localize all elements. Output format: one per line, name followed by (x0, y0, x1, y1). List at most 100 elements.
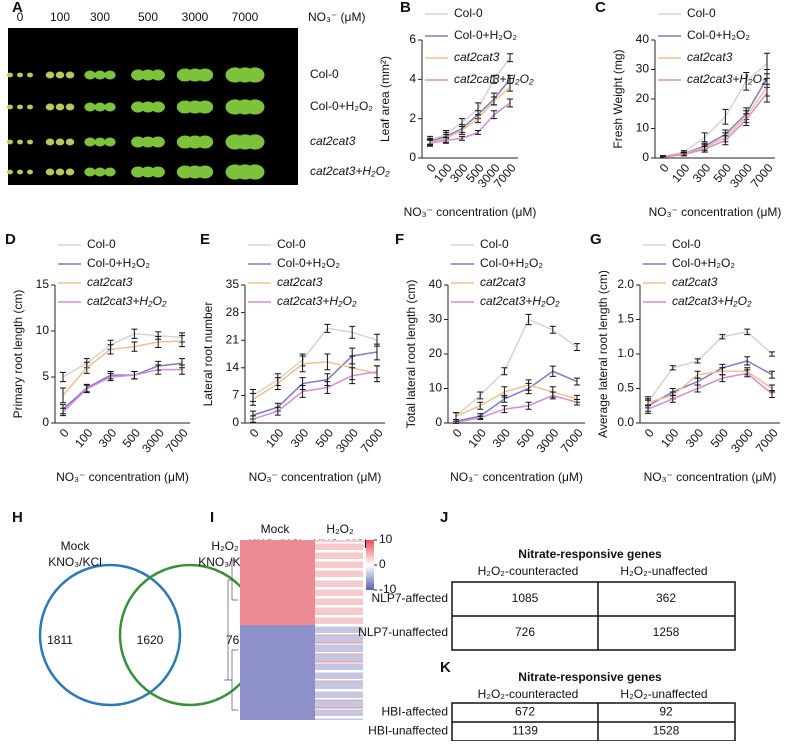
y-tick-label: 7 (232, 388, 239, 402)
heatmap-stripe (315, 569, 363, 571)
seedling (104, 102, 116, 112)
error-bar (722, 135, 729, 146)
seedling (84, 137, 96, 147)
error-bar (764, 83, 770, 103)
x-axis-label: NO₃⁻ concentration (μM) (649, 205, 782, 219)
error-bar (324, 353, 331, 371)
error-bar (645, 404, 651, 414)
error-bar (60, 407, 66, 417)
y-tick-label: 30 (636, 62, 650, 76)
y-axis-label: Fresh Weight (mg) (611, 49, 625, 148)
error-bar (660, 155, 666, 159)
heatmap-stripe (315, 679, 363, 681)
venn-set-label: KNO₃/KCl (198, 555, 252, 569)
heatmap-stripe (315, 588, 363, 590)
venn-circle-left (38, 563, 182, 707)
seedling (131, 136, 145, 148)
y-tick-label: 21 (226, 332, 240, 346)
error-bar (507, 82, 513, 92)
error-bar (443, 136, 449, 144)
seedling (131, 69, 145, 81)
error-bar (501, 386, 508, 398)
error-bar (83, 384, 90, 394)
seedling (65, 71, 75, 79)
seedling (141, 166, 155, 178)
y-tick-label: 20 (429, 346, 443, 360)
seedling (7, 104, 13, 110)
error-bar (507, 98, 513, 108)
heatmap-stripe (315, 579, 363, 581)
y-tick-label: 30 (429, 312, 443, 326)
line-series (252, 371, 378, 420)
x-tick-label: 100 (658, 426, 682, 451)
heatmap-stripe (315, 568, 363, 570)
heatmap-stripe (315, 652, 363, 654)
heatmap-stripe (315, 551, 363, 553)
error-bar (155, 364, 162, 375)
heatmap-stripe (315, 596, 363, 598)
seedling (104, 167, 116, 177)
seedling (245, 99, 265, 115)
x-tick-label: 7000 (558, 426, 586, 456)
error-bar (701, 132, 708, 143)
y-axis-label: Total lateral root length (cm) (404, 280, 418, 429)
seedling (17, 104, 23, 110)
table-header: H₂O₂-counteracted (478, 687, 579, 701)
seedling (17, 169, 23, 175)
line-series (455, 384, 578, 417)
heatmap-stripe (315, 670, 363, 672)
error-bar (501, 367, 508, 376)
seedling (55, 103, 65, 111)
seedling (104, 70, 116, 80)
x-axis-label: NO₃⁻ concentration (μM) (404, 205, 537, 219)
error-bar (769, 351, 775, 357)
line-series (662, 86, 768, 158)
error-bar (459, 135, 465, 141)
photo-column-label: 3000 (182, 10, 209, 24)
x-tick-label: 3000 (534, 426, 562, 456)
heatmap-stripe (315, 699, 363, 701)
error-bar (491, 96, 497, 106)
line-series (429, 102, 511, 144)
error-bar (131, 370, 138, 380)
table-header: H₂O₂-unaffected (620, 687, 707, 701)
y-tick-label: 28 (226, 305, 240, 319)
heatmap-stripe (315, 707, 363, 709)
x-axis-label: NO₃⁻ concentration (μM) (450, 470, 583, 484)
panel-label: K (440, 659, 451, 676)
seedling (151, 136, 165, 148)
heatmap-stripe (315, 578, 363, 580)
error-bar (507, 53, 513, 63)
error-bar (349, 367, 356, 385)
error-bar (701, 145, 708, 153)
seedling (84, 70, 96, 80)
seedling (65, 138, 75, 146)
error-bar (491, 110, 497, 120)
seedling (196, 68, 214, 82)
error-bar (525, 401, 532, 410)
legend-label: Col-0+H₂O₂ (480, 256, 543, 270)
legend-label: Col-0 (480, 237, 509, 251)
heatmap-stripe (315, 597, 363, 599)
seedling (141, 136, 155, 148)
error-bar (274, 406, 281, 416)
photo-row-label: cat2cat3+H₂O₂ (310, 164, 390, 178)
legend-label: cat2cat3 (454, 50, 500, 64)
error-bar (477, 391, 484, 400)
error-bar (549, 365, 556, 377)
panel-label: I (210, 509, 214, 526)
y-tick-label: 4 (409, 72, 416, 86)
legend-label: Col-0+H₂O₂ (454, 28, 517, 42)
x-tick-label: 3000 (333, 426, 361, 456)
heatmap-bottom (240, 625, 315, 720)
heatmap-top-right (315, 540, 363, 625)
heatmap-stripe (315, 559, 363, 561)
x-tick-label: 0 (247, 426, 262, 440)
seedling (151, 166, 165, 178)
seedling (84, 102, 96, 112)
heatmap-stripe (315, 716, 363, 718)
error-bar (743, 113, 750, 127)
dendrogram (224, 559, 238, 711)
seedling (141, 69, 155, 81)
y-tick-label: 0.5 (617, 381, 634, 395)
